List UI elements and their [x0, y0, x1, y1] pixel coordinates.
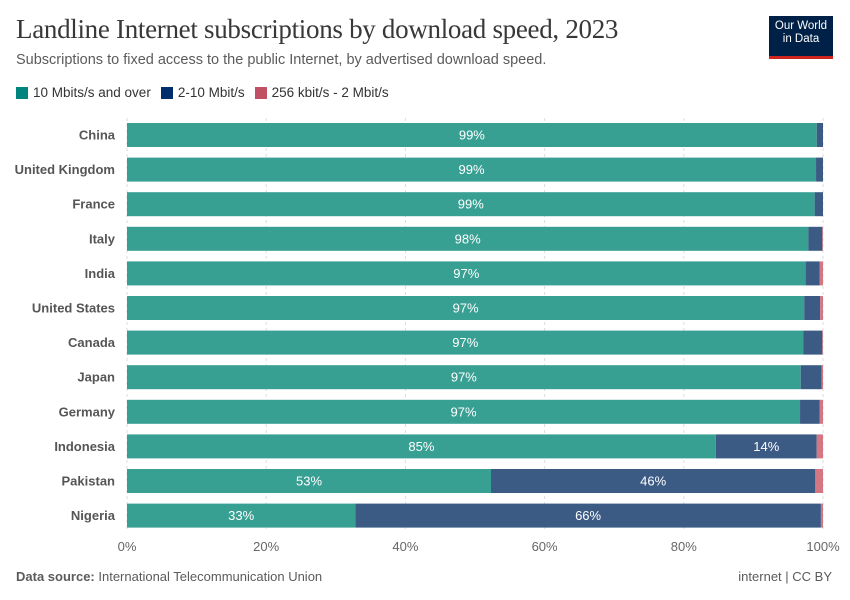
legend-item[interactable]: 256 kbit/s - 2 Mbit/s [254, 85, 389, 100]
bar-segment [814, 192, 823, 217]
bar-segment [127, 296, 805, 320]
legend-swatch [254, 86, 267, 99]
category-label: Canada [68, 335, 116, 350]
bar-segment [127, 365, 801, 390]
data-label: 14% [753, 439, 779, 454]
legend-item[interactable]: 2-10 Mbit/s [160, 85, 245, 100]
data-label: 99% [458, 197, 484, 212]
bar-segment [816, 434, 823, 459]
data-label: 53% [296, 474, 322, 489]
bar-segment [808, 226, 823, 251]
bar-segment [127, 157, 817, 182]
data-label: 85% [408, 439, 434, 454]
bar-segment [804, 296, 821, 320]
category-label: United Kingdom [15, 162, 115, 177]
bar-segment [127, 261, 806, 286]
bar-segment [822, 226, 823, 251]
x-tick-label: 100% [806, 539, 840, 554]
x-tick-label: 20% [253, 539, 279, 554]
data-label: 97% [452, 335, 478, 350]
bar-segment [127, 226, 809, 251]
category-label: China [79, 128, 116, 143]
category-label: Nigeria [71, 508, 116, 523]
bar-segment [820, 503, 823, 528]
bar-segment [491, 469, 816, 493]
data-label: 97% [451, 370, 477, 385]
legend-label: 10 Mbits/s and over [33, 85, 151, 100]
bar-segment [127, 399, 801, 424]
bar-segment [355, 503, 821, 528]
data-label: 98% [455, 231, 481, 246]
bar-segment [127, 192, 815, 217]
category-label: India [85, 266, 116, 281]
bar-segment [800, 365, 822, 390]
x-tick-label: 0% [118, 539, 137, 554]
x-tick-label: 60% [532, 539, 558, 554]
bar-segment [800, 399, 820, 424]
data-label: 99% [459, 128, 485, 143]
footer-license[interactable]: internet | CC BY [738, 569, 832, 584]
bar-segment [127, 503, 356, 528]
chart-title: Landline Internet subscriptions by downl… [16, 14, 619, 44]
bar-segment [816, 157, 823, 182]
legend: 10 Mbits/s and over 2-10 Mbit/s 256 kbit… [16, 85, 389, 100]
data-label: 66% [575, 508, 601, 523]
data-label: 97% [451, 404, 477, 419]
bar-segment [803, 330, 823, 355]
legend-swatch [160, 86, 173, 99]
category-label: Pakistan [62, 474, 116, 489]
bar-segment [127, 330, 804, 355]
legend-label: 256 kbit/s - 2 Mbit/s [271, 85, 389, 100]
owid-logo[interactable]: Our World in Data [769, 16, 833, 59]
data-label: 97% [453, 266, 479, 281]
legend-item[interactable]: 10 Mbits/s and over [16, 85, 151, 100]
source-text[interactable]: International Telecommunication Union [98, 569, 323, 584]
x-tick-label: 80% [671, 539, 697, 554]
category-label: Indonesia [54, 439, 115, 454]
chart-subtitle: Subscriptions to fixed access to the pub… [16, 52, 547, 68]
legend-swatch [16, 86, 28, 99]
bar-segment [819, 399, 823, 424]
bar-segment [822, 330, 823, 355]
x-tick-label: 40% [392, 539, 418, 554]
bar-segment [815, 469, 823, 493]
category-label: Germany [59, 404, 116, 419]
category-label: Japan [77, 370, 115, 385]
bar-segment [127, 123, 817, 147]
category-label: United States [32, 301, 115, 316]
legend-label: 2-10 Mbit/s [177, 85, 245, 100]
bar-segment [127, 469, 492, 493]
bar-segment [805, 261, 820, 286]
bar-segment [819, 261, 823, 286]
category-label: Italy [89, 231, 116, 246]
bar-segment [820, 296, 823, 320]
data-label: 99% [459, 162, 485, 177]
data-label: 46% [640, 474, 666, 489]
data-label: 33% [228, 508, 254, 523]
bar-segment [715, 434, 817, 459]
source-label: Data source: [16, 569, 95, 584]
data-label: 97% [453, 301, 479, 316]
category-label: France [72, 197, 115, 212]
bar-segment [821, 365, 823, 390]
footer-source: Data source: International Telecommunica… [16, 569, 322, 584]
bar-segment [816, 123, 823, 147]
bar-segment [127, 434, 716, 459]
